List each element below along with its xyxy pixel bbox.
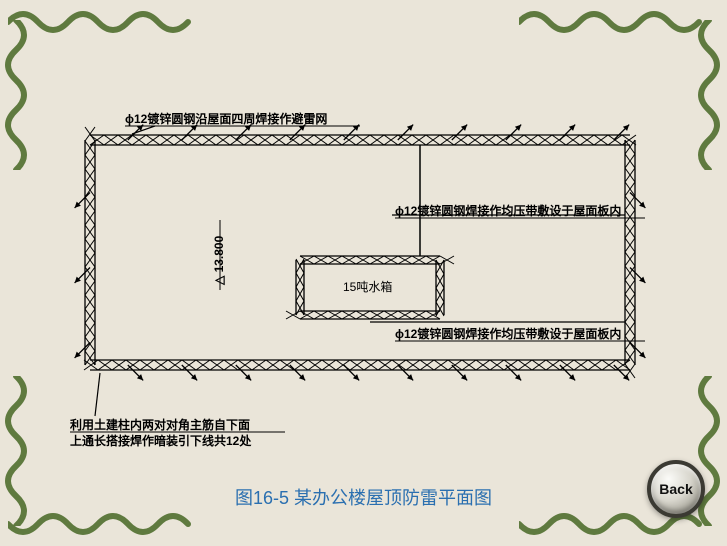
note-right-2: ϕ12镀锌圆钢焊接作均压带敷设于屋面板内 (395, 327, 621, 343)
decor-right-top (695, 20, 725, 170)
decor-left-bottom (2, 376, 32, 526)
elevation: △ 13.800 (212, 236, 226, 285)
decor-left-top (2, 20, 32, 170)
elevation-symbol: △ (212, 276, 226, 285)
elevation-value: 13.800 (212, 236, 226, 273)
note-bottom: 利用土建柱内两对对角主筋自下面 上通长搭接焊作暗装引下线共12处 (70, 418, 251, 449)
decor-bottom-right (519, 512, 719, 542)
decor-top-right (519, 4, 719, 34)
note-bottom-line1: 利用土建柱内两对对角主筋自下面 (70, 418, 250, 432)
decor-top-left (8, 4, 208, 34)
note-bottom-line2: 上通长搭接焊作暗装引下线共12处 (70, 434, 251, 448)
note-right-1: ϕ12镀锌圆钢焊接作均压带敷设于屋面板内 (395, 204, 621, 220)
decor-bottom-left (8, 512, 208, 542)
figure-caption: 图16-5 某办公楼屋顶防雷平面图 (235, 484, 492, 510)
back-button[interactable]: Back (647, 460, 705, 518)
lightning-plan-diagram: ϕ12镀锌圆钢沿屋面四周焊接作避雷网 ϕ12镀锌圆钢焊接作均压带敷设于屋面板内 … (60, 90, 670, 470)
back-button-label: Back (659, 481, 692, 497)
tank-label: 15吨水箱 (343, 280, 392, 296)
note-top: ϕ12镀锌圆钢沿屋面四周焊接作避雷网 (125, 112, 327, 128)
